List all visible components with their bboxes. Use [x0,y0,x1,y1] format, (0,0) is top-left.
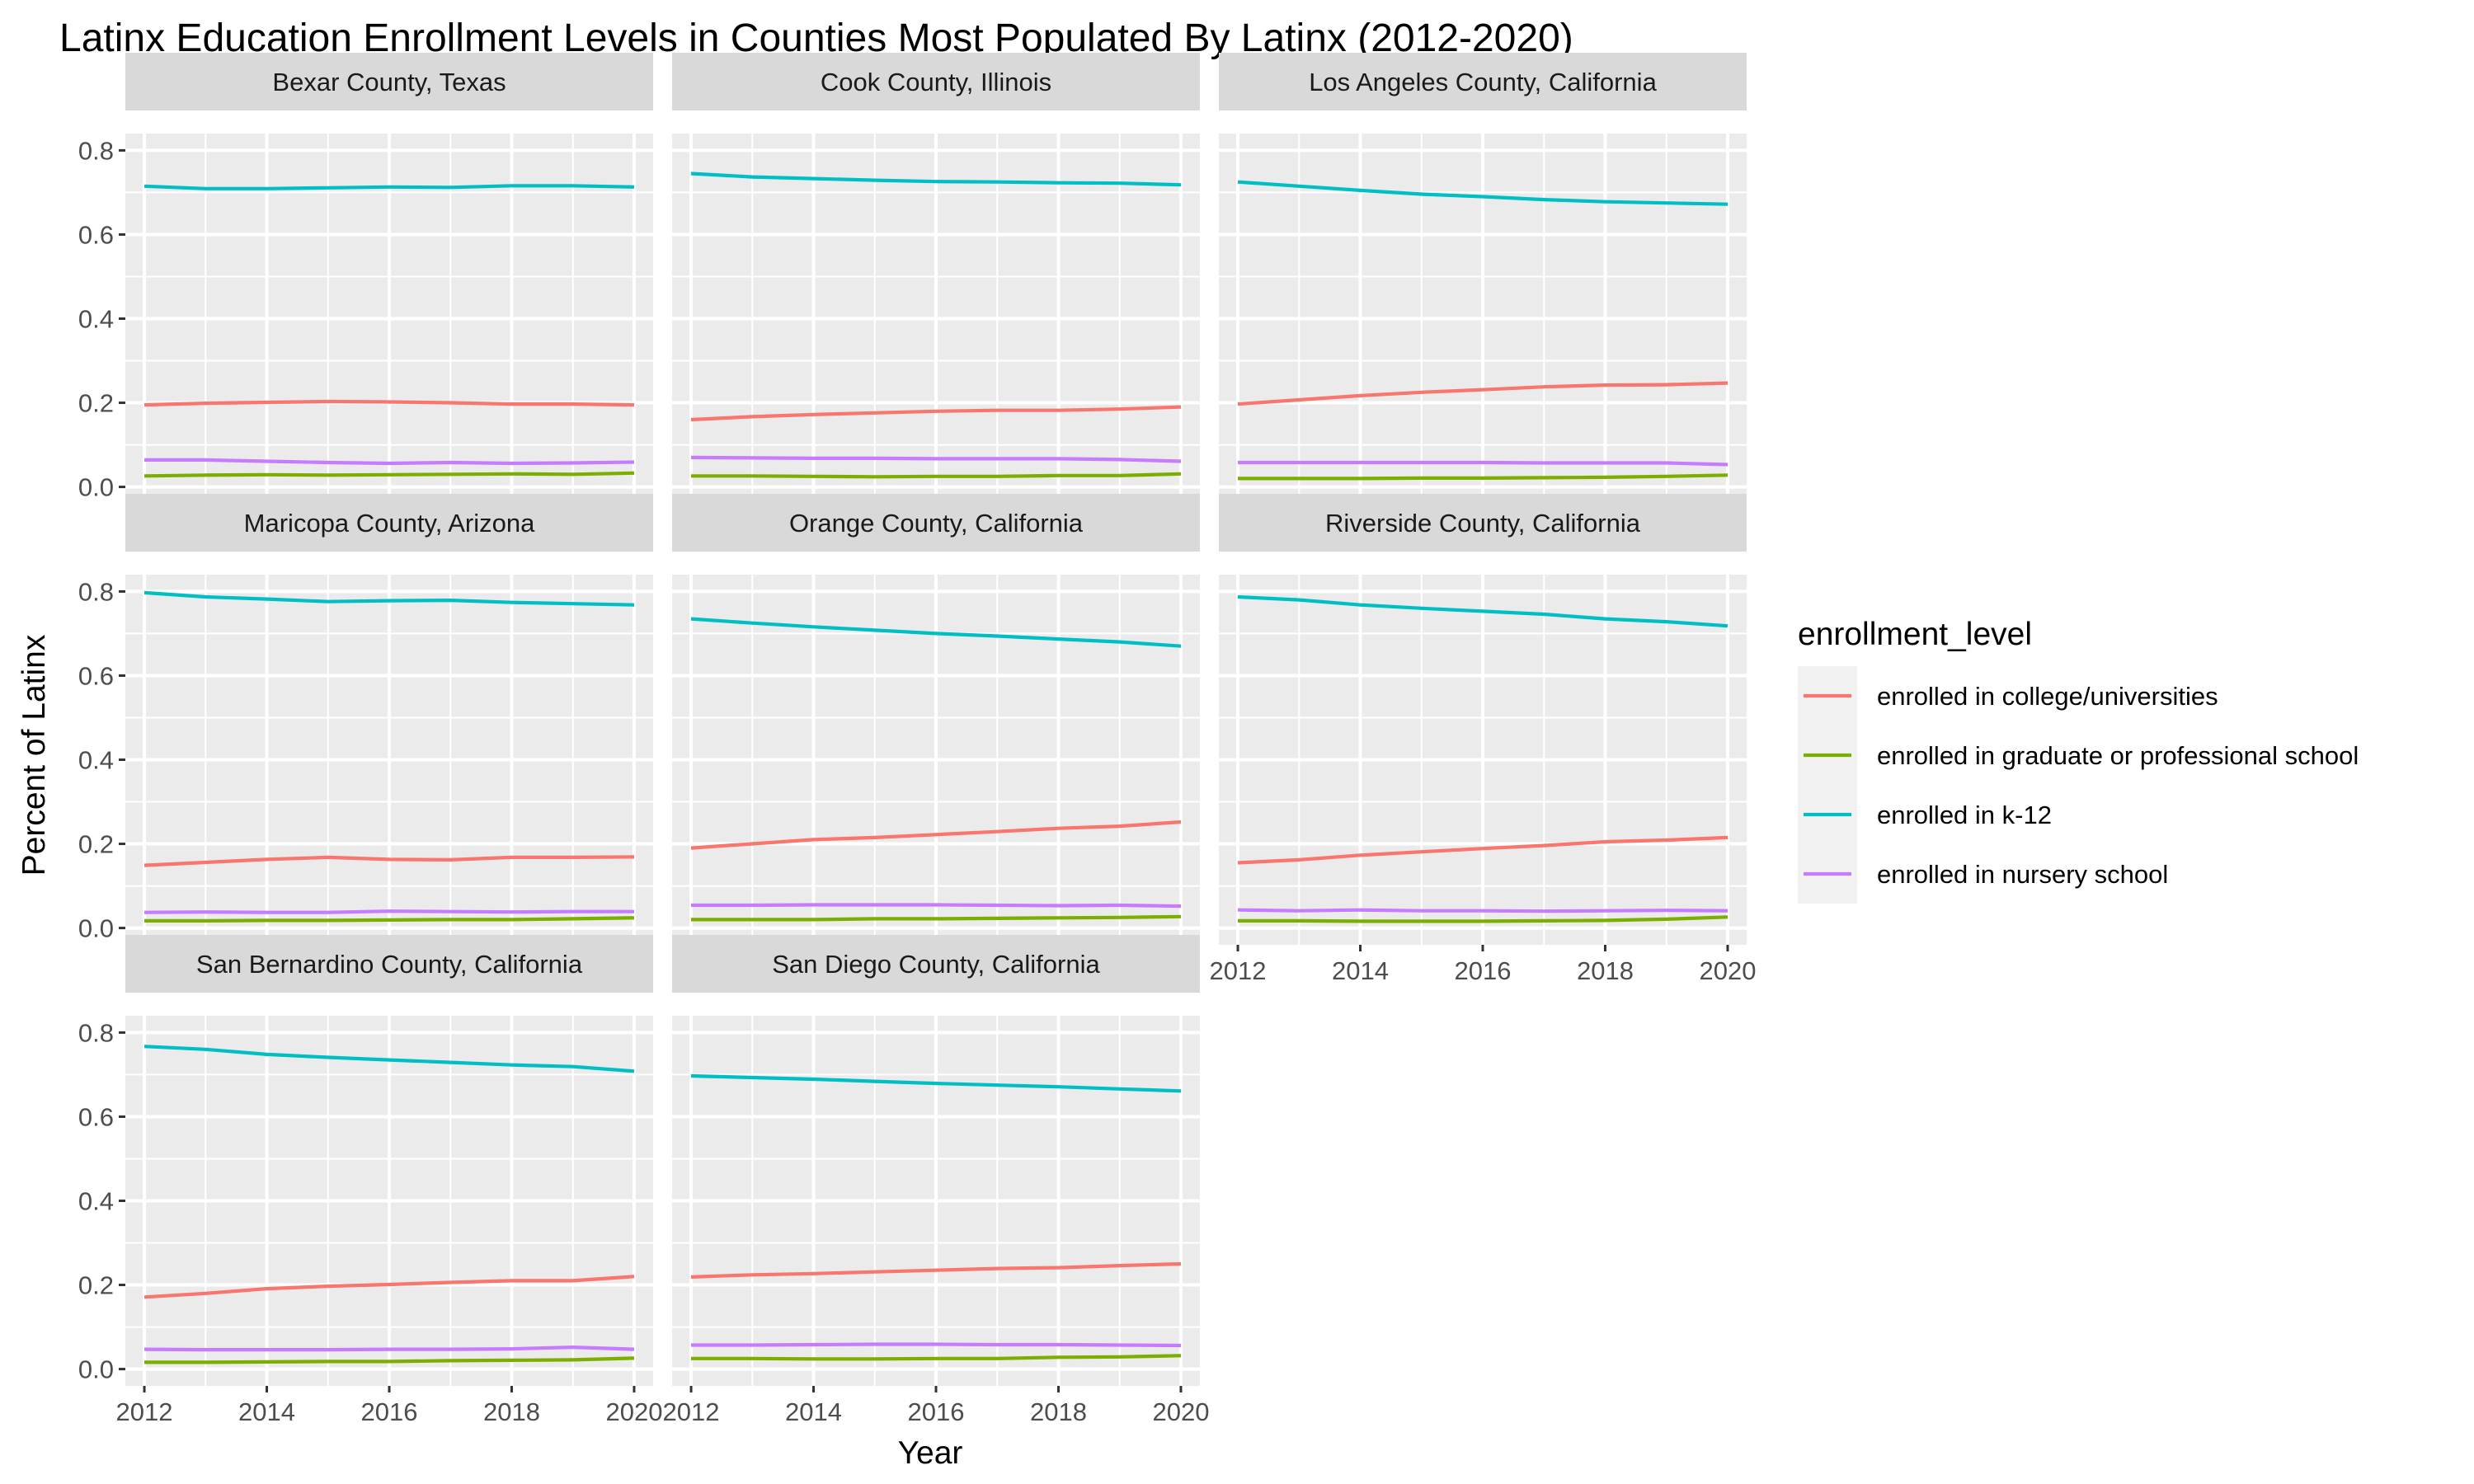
series-line [143,399,635,407]
series-line [143,1345,635,1352]
facet-title: Orange County, California [789,509,1084,538]
x-tick-label: 2016 [1455,956,1512,985]
y-tick-label: 0.0 [78,1355,114,1384]
legend: enrollment_level enrolled in college/univ… [1798,617,2359,904]
y-tick-label: 0.8 [78,577,114,606]
y-tick-label: 0.4 [78,1187,114,1216]
series-line [691,1342,1182,1348]
series-line [143,855,635,867]
x-tick-label: 2018 [1577,956,1634,985]
series-line [143,1045,635,1073]
y-tick-label: 0.6 [78,220,114,249]
legend-label: enrolled in college/universities [1877,682,2218,711]
series-line [690,1261,1182,1279]
facet-strip [1219,53,1747,110]
y-tick-label: 0.0 [78,914,114,943]
x-tick-label: 2012 [116,1397,173,1426]
series-line [691,903,1182,909]
x-axis-title: Year [898,1435,963,1471]
facet-title: San Bernardino County, California [196,950,583,979]
x-tick-label: 2020 [1699,956,1756,985]
y-tick-label: 0.6 [78,1102,114,1131]
x-tick-label: 2014 [238,1397,295,1426]
series-line [690,819,1182,850]
series-line [1237,180,1729,206]
facet-title: Riverside County, California [1325,509,1641,538]
legend-label: enrolled in nursery school [1877,860,2168,889]
facet-strip [125,53,653,110]
series-line [143,590,635,607]
facet-strip [125,494,653,552]
facet-strip [672,935,1200,993]
facet-title: Los Angeles County, California [1309,68,1657,96]
x-tick-label: 2012 [663,1397,720,1426]
series-line [690,405,1182,422]
facet-panel: Orange County, California [672,494,1200,945]
y-tick-label: 0.0 [78,473,114,502]
facet-panel: San Diego County, California 2012 2014 2016… [663,935,1209,1426]
series-line [690,171,1182,187]
legend-label: enrolled in k-12 [1877,801,2052,829]
series-line [690,1073,1182,1093]
series-line [1237,381,1729,406]
facet-strip [125,935,653,993]
y-axis-title: Percent of Latinx [16,634,52,876]
series-line [143,909,634,914]
series-line [143,471,635,478]
series-line [691,472,1182,479]
x-tick-label: 2018 [483,1397,540,1426]
facet-panel: Bexar County, Texas 0.0 0.2 0.4 0.6 0.8 [78,53,653,504]
x-tick-label: 2016 [361,1397,418,1426]
facet-title: Cook County, Illinois [821,68,1051,96]
facet-panel: San Bernardino County, California 0.0 0.2 0… [78,935,662,1426]
facet-panel: Los Angeles County, California [1219,53,1747,504]
y-tick-label: 0.4 [78,305,114,334]
x-tick-label: 2012 [1210,956,1267,985]
series-line [1237,835,1729,865]
series-line [1238,460,1729,467]
facet-strip [672,494,1200,552]
series-line [1238,915,1729,923]
y-tick-label: 0.6 [78,661,114,690]
series-line [691,914,1182,922]
x-tick-label: 2018 [1030,1397,1087,1426]
facet-panel: Maricopa County, Arizona 0.0 0.2 0.4 0.6 0.8 [78,494,653,945]
series-line [1237,594,1729,628]
y-tick-label: 0.8 [78,136,114,165]
series-line [690,617,1182,648]
y-tick-label: 0.8 [78,1018,114,1047]
series-line [1238,473,1729,481]
facet-strip [1219,494,1747,552]
facet-panel: Riverside County, California 2012 2014 2016… [1210,494,1756,985]
facet-title: Maricopa County, Arizona [244,509,535,538]
series-line [1237,908,1729,913]
series-line [143,1275,635,1299]
series-line [144,1356,635,1364]
x-tick-label: 2020 [605,1397,662,1426]
y-tick-label: 0.4 [78,746,114,775]
facet-strip [672,53,1200,110]
series-line [144,458,635,466]
series-line [690,455,1182,463]
y-tick-label: 0.2 [78,830,114,859]
facet-panel: Cook County, Illinois [672,53,1200,504]
series-line [691,1354,1182,1361]
series-line [143,184,635,190]
x-tick-label: 2020 [1152,1397,1209,1426]
y-tick-label: 0.2 [78,1271,114,1300]
facet-title: Bexar County, Texas [272,68,506,96]
facet-panels: Bexar County, Texas 0.0 0.2 0.4 0.6 0.8 Cook C… [78,53,1756,1426]
facet-title: San Diego County, California [772,950,1100,979]
x-tick-label: 2016 [908,1397,965,1426]
series-line [144,916,635,923]
y-tick-label: 0.2 [78,389,114,418]
x-tick-label: 2014 [785,1397,842,1426]
legend-title: enrollment_level [1798,617,2032,652]
x-tick-label: 2014 [1332,956,1389,985]
legend-label: enrolled in graduate or professional sch… [1877,741,2359,770]
